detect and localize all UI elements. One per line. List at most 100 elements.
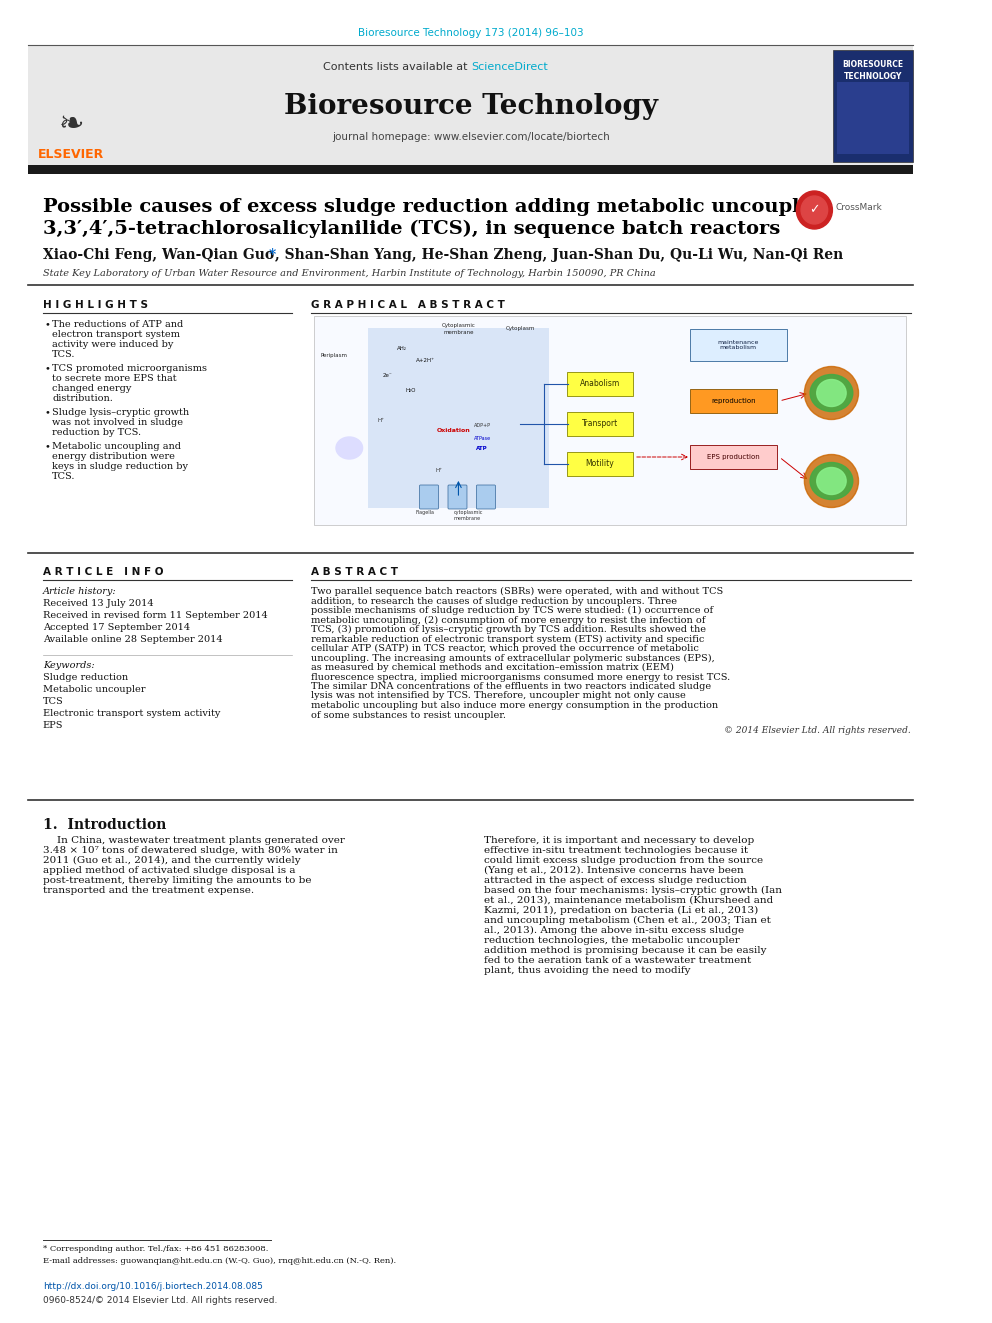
Text: metabolic uncoupling, (2) consumption of more energy to resist the infection of: metabolic uncoupling, (2) consumption of… bbox=[311, 615, 705, 624]
Text: E-mail addresses: guowanqian@hit.edu.cn (W.-Q. Guo), rnq@hit.edu.cn (N.-Q. Ren).: E-mail addresses: guowanqian@hit.edu.cn … bbox=[43, 1257, 396, 1265]
Text: activity were induced by: activity were induced by bbox=[53, 340, 174, 349]
Text: H⁺: H⁺ bbox=[377, 418, 384, 423]
Text: EPS: EPS bbox=[43, 721, 63, 730]
FancyBboxPatch shape bbox=[837, 82, 910, 153]
Text: ELSEVIER: ELSEVIER bbox=[38, 148, 104, 161]
Text: Sludge reduction: Sludge reduction bbox=[43, 673, 128, 681]
Text: TCS.: TCS. bbox=[53, 351, 75, 359]
Text: and uncoupling metabolism (Chen et al., 2003; Tian et: and uncoupling metabolism (Chen et al., … bbox=[484, 916, 771, 925]
Text: applied method of activated sludge disposal is a: applied method of activated sludge dispo… bbox=[43, 867, 296, 875]
Text: * Corresponding author. Tel./fax: +86 451 86283008.: * Corresponding author. Tel./fax: +86 45… bbox=[43, 1245, 268, 1253]
Ellipse shape bbox=[816, 467, 846, 495]
FancyBboxPatch shape bbox=[448, 486, 467, 509]
Text: Therefore, it is important and necessary to develop: Therefore, it is important and necessary… bbox=[484, 836, 754, 845]
Text: Bioresource Technology 173 (2014) 96–103: Bioresource Technology 173 (2014) 96–103 bbox=[358, 28, 583, 38]
Ellipse shape bbox=[336, 437, 362, 459]
Text: keys in sludge reduction by: keys in sludge reduction by bbox=[53, 462, 188, 471]
Ellipse shape bbox=[797, 191, 832, 229]
Text: Cytoplasm: Cytoplasm bbox=[506, 325, 536, 331]
Ellipse shape bbox=[802, 196, 827, 224]
Text: The reductions of ATP and: The reductions of ATP and bbox=[53, 320, 184, 329]
Text: maintenance
metabolism: maintenance metabolism bbox=[718, 340, 759, 351]
Text: © 2014 Elsevier Ltd. All rights reserved.: © 2014 Elsevier Ltd. All rights reserved… bbox=[724, 726, 912, 736]
Ellipse shape bbox=[810, 374, 853, 411]
Text: •: • bbox=[45, 407, 51, 417]
Text: G R A P H I C A L   A B S T R A C T: G R A P H I C A L A B S T R A C T bbox=[311, 300, 505, 310]
Text: TCS: TCS bbox=[343, 446, 355, 451]
Text: Keywords:: Keywords: bbox=[43, 662, 94, 669]
Text: Article history:: Article history: bbox=[43, 587, 116, 595]
FancyBboxPatch shape bbox=[566, 411, 633, 437]
Text: al., 2013). Among the above in-situ excess sludge: al., 2013). Among the above in-situ exce… bbox=[484, 926, 744, 935]
Text: TCS promoted microorganisms: TCS promoted microorganisms bbox=[53, 364, 207, 373]
Text: of some substances to resist uncoupler.: of some substances to resist uncoupler. bbox=[311, 710, 506, 720]
Text: energy distribution were: energy distribution were bbox=[53, 452, 175, 460]
Text: Received in revised form 11 September 2014: Received in revised form 11 September 20… bbox=[43, 611, 268, 620]
FancyBboxPatch shape bbox=[566, 372, 633, 396]
Text: ADP+P: ADP+P bbox=[473, 423, 491, 429]
Text: Flagella: Flagella bbox=[416, 509, 434, 515]
Text: Available online 28 September 2014: Available online 28 September 2014 bbox=[43, 635, 222, 644]
Text: CrossMark: CrossMark bbox=[835, 202, 882, 212]
FancyBboxPatch shape bbox=[690, 329, 787, 361]
Text: uncoupling. The increasing amounts of extracellular polymeric substances (EPS),: uncoupling. The increasing amounts of ex… bbox=[311, 654, 715, 663]
Text: TCS, (3) promotion of lysis–cryptic growth by TCS addition. Results showed the: TCS, (3) promotion of lysis–cryptic grow… bbox=[311, 624, 706, 634]
Text: transported and the treatment expense.: transported and the treatment expense. bbox=[43, 886, 254, 894]
Text: A R T I C L E   I N F O: A R T I C L E I N F O bbox=[43, 568, 164, 577]
Text: http://dx.doi.org/10.1016/j.biortech.2014.08.085: http://dx.doi.org/10.1016/j.biortech.201… bbox=[43, 1282, 263, 1291]
Text: changed energy: changed energy bbox=[53, 384, 132, 393]
Text: A+2H⁺: A+2H⁺ bbox=[416, 359, 434, 363]
FancyBboxPatch shape bbox=[566, 452, 633, 476]
Text: In China, wastewater treatment plants generated over: In China, wastewater treatment plants ge… bbox=[57, 836, 345, 845]
Text: 1.  Introduction: 1. Introduction bbox=[43, 818, 166, 832]
Text: attracted in the aspect of excess sludge reduction: attracted in the aspect of excess sludge… bbox=[484, 876, 747, 885]
Text: was not involved in sludge: was not involved in sludge bbox=[53, 418, 184, 427]
Text: AH₂: AH₂ bbox=[397, 347, 407, 351]
FancyBboxPatch shape bbox=[368, 328, 549, 508]
Text: *: * bbox=[269, 247, 276, 262]
Text: fed to the aeration tank of a wastewater treatment: fed to the aeration tank of a wastewater… bbox=[484, 957, 751, 964]
Text: et al., 2013), maintenance metabolism (Khursheed and: et al., 2013), maintenance metabolism (K… bbox=[484, 896, 774, 905]
Text: •: • bbox=[45, 442, 51, 451]
Text: ATP: ATP bbox=[476, 446, 488, 451]
Text: lysis was not intensified by TCS. Therefore, uncoupler might not only cause: lysis was not intensified by TCS. Theref… bbox=[311, 692, 686, 700]
Text: ✓: ✓ bbox=[809, 204, 819, 217]
Text: Received 13 July 2014: Received 13 July 2014 bbox=[43, 599, 154, 609]
Text: Oxidation: Oxidation bbox=[436, 429, 470, 433]
Text: Electronic transport system activity: Electronic transport system activity bbox=[43, 709, 220, 718]
Text: H I G H L I G H T S: H I G H L I G H T S bbox=[43, 300, 148, 310]
Text: Two parallel sequence batch reactors (SBRs) were operated, with and without TCS: Two parallel sequence batch reactors (SB… bbox=[311, 587, 723, 597]
Text: Possible causes of excess sludge reduction adding metabolic uncoupler,: Possible causes of excess sludge reducti… bbox=[43, 198, 827, 216]
Text: distribution.: distribution. bbox=[53, 394, 113, 404]
Text: (Yang et al., 2012). Intensive concerns have been: (Yang et al., 2012). Intensive concerns … bbox=[484, 867, 744, 875]
Text: Cytoplasmic: Cytoplasmic bbox=[441, 323, 475, 328]
Text: plant, thus avoiding the need to modify: plant, thus avoiding the need to modify bbox=[484, 966, 690, 975]
Text: Accepted 17 September 2014: Accepted 17 September 2014 bbox=[43, 623, 189, 632]
FancyBboxPatch shape bbox=[29, 46, 913, 165]
FancyBboxPatch shape bbox=[314, 316, 907, 525]
Text: EPS production: EPS production bbox=[707, 454, 760, 460]
FancyBboxPatch shape bbox=[690, 389, 778, 413]
Text: H⁺: H⁺ bbox=[435, 468, 443, 474]
Text: Xiao-Chi Feng, Wan-Qian Guo: Xiao-Chi Feng, Wan-Qian Guo bbox=[43, 247, 274, 262]
Text: Sludge lysis–cryptic growth: Sludge lysis–cryptic growth bbox=[53, 407, 189, 417]
Text: journal homepage: www.elsevier.com/locate/biortech: journal homepage: www.elsevier.com/locat… bbox=[332, 132, 610, 142]
Text: 2011 (Guo et al., 2014), and the currently widely: 2011 (Guo et al., 2014), and the current… bbox=[43, 856, 301, 865]
Text: effective in-situ treatment technologies because it: effective in-situ treatment technologies… bbox=[484, 845, 748, 855]
Text: as measured by chemical methods and excitation–emission matrix (EEM): as measured by chemical methods and exci… bbox=[311, 663, 675, 672]
Text: addition, to research the causes of sludge reduction by uncouplers. Three: addition, to research the causes of slud… bbox=[311, 597, 678, 606]
Text: Transport: Transport bbox=[581, 419, 618, 429]
Text: Periplasm: Periplasm bbox=[320, 353, 348, 359]
Text: , Shan-Shan Yang, He-Shan Zheng, Juan-Shan Du, Qu-Li Wu, Nan-Qi Ren: , Shan-Shan Yang, He-Shan Zheng, Juan-Sh… bbox=[275, 247, 843, 262]
Text: reduction technologies, the metabolic uncoupler: reduction technologies, the metabolic un… bbox=[484, 935, 740, 945]
FancyBboxPatch shape bbox=[420, 486, 438, 509]
Text: 0960-8524/© 2014 Elsevier Ltd. All rights reserved.: 0960-8524/© 2014 Elsevier Ltd. All right… bbox=[43, 1297, 277, 1304]
Text: Metabolic uncoupling and: Metabolic uncoupling and bbox=[53, 442, 182, 451]
Text: Bioresource Technology: Bioresource Technology bbox=[284, 93, 658, 120]
FancyBboxPatch shape bbox=[476, 486, 495, 509]
Text: 3,3′,4′,5-tetrachlorosalicylanilide (TCS), in sequence batch reactors: 3,3′,4′,5-tetrachlorosalicylanilide (TCS… bbox=[43, 220, 780, 238]
Text: post-treatment, thereby limiting the amounts to be: post-treatment, thereby limiting the amo… bbox=[43, 876, 311, 885]
Ellipse shape bbox=[816, 380, 846, 406]
Text: Kazmi, 2011), predation on bacteria (Li et al., 2013): Kazmi, 2011), predation on bacteria (Li … bbox=[484, 906, 758, 916]
Text: remarkable reduction of electronic transport system (ETS) activity and specific: remarkable reduction of electronic trans… bbox=[311, 635, 704, 643]
